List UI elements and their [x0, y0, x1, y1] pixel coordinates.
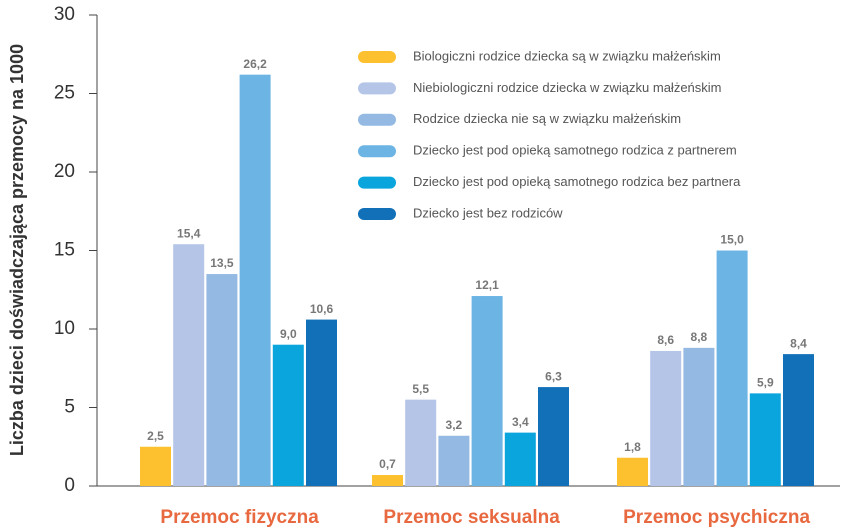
- x-tick-label: Przemoc fizyczna: [160, 507, 319, 528]
- y-tick-label: 5: [64, 397, 75, 418]
- bar: [206, 274, 238, 486]
- bar: [306, 319, 337, 486]
- y-tick-label: 20: [54, 161, 75, 182]
- bar: [140, 446, 171, 486]
- legend-label: Rodzice dziecka nie są w związku małżeńs…: [413, 111, 681, 126]
- legend-label: Dziecko jest pod opieką samotnego rodzic…: [413, 143, 737, 158]
- bar: [783, 354, 814, 486]
- value-label: 15,0: [720, 233, 744, 247]
- y-tick-label: 15: [54, 240, 75, 261]
- legend-label: Dziecko jest pod opieką samotnego rodzic…: [413, 174, 741, 189]
- value-label: 6,3: [545, 369, 562, 383]
- legend-swatch: [358, 145, 396, 158]
- y-tick-label: 30: [54, 4, 75, 25]
- value-label: 8,6: [657, 333, 674, 347]
- value-label: 1,8: [624, 440, 641, 454]
- value-label: 5,9: [757, 376, 774, 390]
- value-label: 12,1: [475, 278, 499, 292]
- value-label: 5,5: [412, 382, 429, 396]
- value-label: 26,2: [243, 57, 267, 71]
- bar: [272, 344, 304, 486]
- x-tick-label: Przemoc seksualna: [383, 507, 560, 528]
- bar: [650, 350, 682, 486]
- bar: [749, 393, 781, 486]
- value-label: 3,4: [512, 415, 529, 429]
- value-label: 3,2: [446, 418, 463, 432]
- y-tick-label: 25: [54, 83, 75, 104]
- legend-label: Biologiczni rodzice dziecka są w związku…: [413, 48, 721, 63]
- legend-label: Niebiologiczni rodzice dziecka w związku…: [413, 80, 722, 95]
- bar: [173, 244, 205, 486]
- bar: [372, 475, 403, 486]
- bar: [438, 435, 470, 486]
- value-label: 9,0: [280, 327, 297, 341]
- x-tick-label: Przemoc psychiczna: [623, 507, 810, 528]
- bar: [471, 296, 503, 486]
- legend-swatch: [358, 113, 396, 126]
- bar: [504, 432, 536, 486]
- y-tick-label: 0: [64, 475, 75, 496]
- bar: [617, 457, 648, 486]
- value-label: 2,5: [147, 429, 164, 443]
- value-label: 8,4: [790, 336, 807, 350]
- legend-swatch: [358, 208, 396, 220]
- legend-swatch: [358, 82, 396, 95]
- bar: [538, 387, 569, 486]
- value-label: 0,7: [379, 457, 396, 471]
- y-axis-label: Liczba dzieci doświadczająca przemocy na…: [7, 44, 27, 456]
- value-label: 8,8: [691, 330, 708, 344]
- legend-swatch: [358, 176, 396, 189]
- bar: [683, 347, 715, 486]
- bar: [405, 399, 437, 486]
- bar: [239, 74, 271, 486]
- value-label: 13,5: [210, 256, 234, 270]
- legend-label: Dziecko jest bez rodziców: [413, 205, 563, 220]
- bar: [716, 250, 748, 486]
- y-tick-label: 10: [54, 318, 75, 339]
- value-label: 10,6: [310, 302, 334, 316]
- legend-swatch: [358, 51, 396, 63]
- value-label: 15,4: [177, 226, 201, 240]
